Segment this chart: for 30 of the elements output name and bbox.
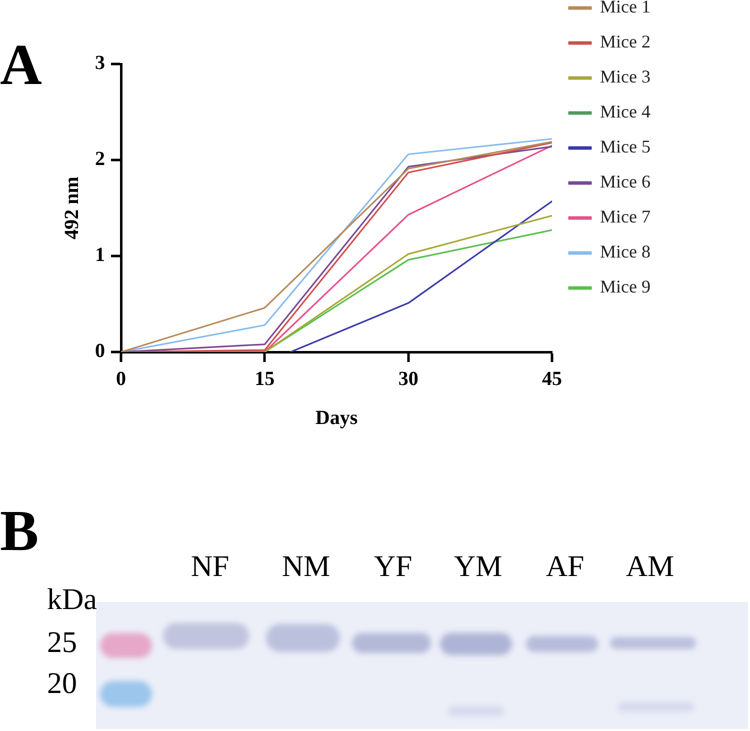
legend-label: Mice 7 [600,206,650,227]
legend-label: Mice 5 [600,136,650,157]
legend-label: Mice 4 [600,102,650,122]
x-tick-label: 15 [254,368,275,390]
text: kDa [47,583,97,616]
category-label: YF [374,550,412,583]
legend-label: Mice 8 [600,242,650,262]
text: B [0,498,39,563]
category-label: NM [282,550,330,583]
legend-label: Mice 1 [600,0,650,17]
category-label: AM [626,550,674,583]
legend-label: Mice 6 [600,172,650,192]
x-axis-title: Days [315,407,358,430]
category-label: YM [454,550,502,583]
y-tick-label: 3 [95,52,105,74]
y-tick-label: 2 [95,148,105,170]
y-tick-label: 0 [95,340,105,362]
text: A [0,32,42,97]
y-axis-title: 492 nm [61,176,84,240]
x-tick-label: 30 [398,368,418,390]
category-label: AF [546,550,584,583]
x-tick-label: 0 [116,368,126,390]
x-tick-label: 45 [542,368,562,390]
text: 25 [47,626,77,659]
category-label: NF [190,550,230,583]
legend-label: Mice 3 [600,66,650,87]
y-tick-label: 1 [95,244,105,266]
legend-label: Mice 2 [600,32,650,52]
legend-label: Mice 9 [600,276,650,297]
text: 20 [47,667,77,700]
